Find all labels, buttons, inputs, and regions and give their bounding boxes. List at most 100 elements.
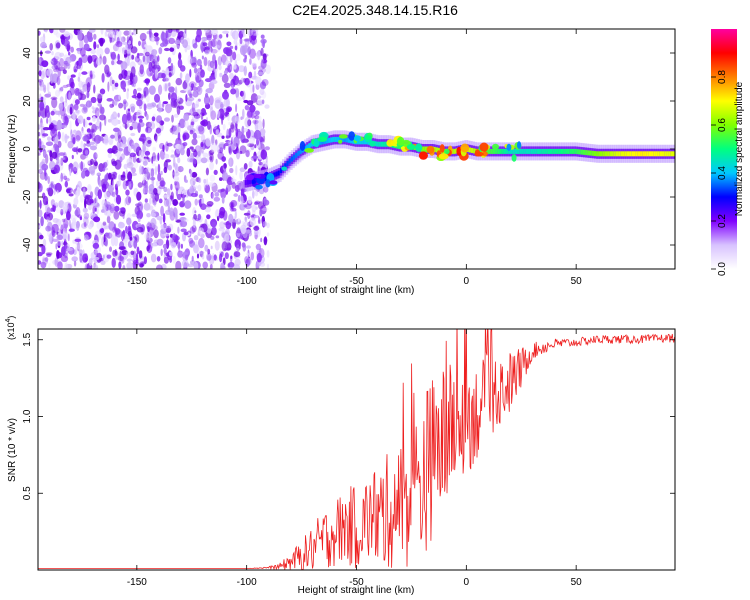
noise-speck: [118, 102, 124, 109]
noise-speck: [223, 82, 231, 89]
noise-speck: [237, 194, 241, 202]
signal-core: [374, 141, 379, 147]
signal-core: [497, 148, 502, 154]
noise-speck: [132, 73, 135, 78]
noise-speck: [115, 41, 123, 48]
noise-speck: [86, 90, 90, 99]
noise-speck: [229, 53, 233, 63]
noise-speck: [215, 235, 220, 239]
noise-speck: [113, 127, 120, 132]
noise-speck: [175, 187, 179, 197]
noise-speck: [262, 40, 265, 49]
signal-core: [277, 170, 282, 176]
noise-speck: [66, 247, 73, 252]
noise-speck: [185, 73, 190, 83]
noise-speck: [88, 223, 93, 230]
noise-speck: [189, 93, 193, 98]
noise-speck: [165, 67, 170, 76]
noise-speck: [148, 121, 156, 130]
noise-speck: [145, 167, 150, 173]
noise-speck: [62, 39, 70, 47]
noise-speck: [47, 176, 50, 184]
signal-track-layer: [244, 130, 675, 192]
noise-speck: [136, 246, 140, 255]
noise-speck: [126, 115, 133, 123]
signal-core: [644, 151, 649, 157]
noise-speck: [249, 83, 255, 94]
noise-speck: [98, 179, 102, 187]
spectrogram-x-tick-label: 50: [571, 276, 583, 287]
noise-speck: [233, 136, 240, 147]
noise-speck: [46, 117, 49, 124]
noise-speck: [249, 48, 256, 59]
noise-speck: [201, 119, 208, 127]
noise-speck: [222, 123, 226, 131]
signal-core: [635, 151, 640, 157]
noise-speck: [161, 263, 167, 269]
noise-speck: [118, 246, 126, 251]
noise-speck: [155, 37, 159, 46]
noise-speck: [150, 212, 157, 218]
noise-speck: [172, 29, 178, 32]
noise-speck: [232, 75, 240, 86]
noise-speck: [122, 213, 125, 219]
noise-speck: [192, 218, 196, 229]
noise-speck: [128, 196, 132, 204]
spectrogram-y-label: Frequency (Hz): [7, 115, 18, 184]
noise-speck: [52, 238, 59, 242]
noise-speck: [64, 262, 69, 269]
noise-speck: [228, 157, 234, 167]
signal-core: [673, 151, 675, 157]
noise-speck: [61, 240, 64, 247]
noise-speck: [78, 57, 83, 67]
noise-speck: [57, 66, 65, 72]
noise-speck: [192, 103, 199, 108]
signal-core: [633, 151, 638, 157]
noise-speck: [146, 232, 150, 243]
noise-speck: [205, 137, 212, 147]
noise-speck: [226, 41, 232, 47]
noise-speck: [56, 119, 62, 131]
noise-speck: [106, 254, 112, 259]
noise-speck: [260, 58, 264, 64]
noise-speck: [162, 243, 168, 249]
noise-speck: [126, 261, 134, 269]
signal-blob: [269, 180, 278, 185]
noise-speck: [44, 257, 49, 262]
noise-speck: [131, 121, 139, 130]
noise-speck: [200, 145, 204, 154]
noise-speck: [103, 206, 108, 216]
noise-speck: [187, 54, 193, 65]
noise-speck: [223, 143, 226, 150]
noise-speck: [88, 122, 93, 126]
noise-speck: [200, 133, 206, 144]
noise-speck: [200, 141, 204, 148]
signal-core: [593, 151, 598, 157]
noise-speck: [127, 40, 132, 45]
noise-speck: [171, 149, 175, 153]
noise-speck: [235, 88, 240, 99]
noise-speck: [209, 156, 213, 161]
noise-speck: [151, 37, 155, 43]
signal-core: [284, 163, 289, 169]
signal-core: [547, 148, 552, 154]
noise-speck: [153, 229, 159, 239]
noise-speck: [153, 187, 158, 195]
noise-speck: [52, 259, 59, 265]
signal-core: [585, 150, 590, 156]
noise-speck: [150, 168, 155, 178]
noise-speck: [233, 251, 241, 258]
noise-speck: [168, 223, 174, 231]
snr-x-tick-label: 50: [571, 577, 583, 588]
noise-speck: [78, 72, 81, 78]
noise-speck: [77, 76, 81, 82]
noise-speck: [210, 79, 218, 85]
noise-speck: [127, 145, 132, 153]
noise-speck: [96, 117, 100, 122]
signal-blob: [265, 179, 271, 188]
noise-speck: [217, 189, 223, 193]
noise-speck: [51, 73, 59, 84]
noise-speck: [59, 52, 65, 57]
noise-speck: [184, 179, 188, 183]
noise-speck: [151, 116, 156, 122]
